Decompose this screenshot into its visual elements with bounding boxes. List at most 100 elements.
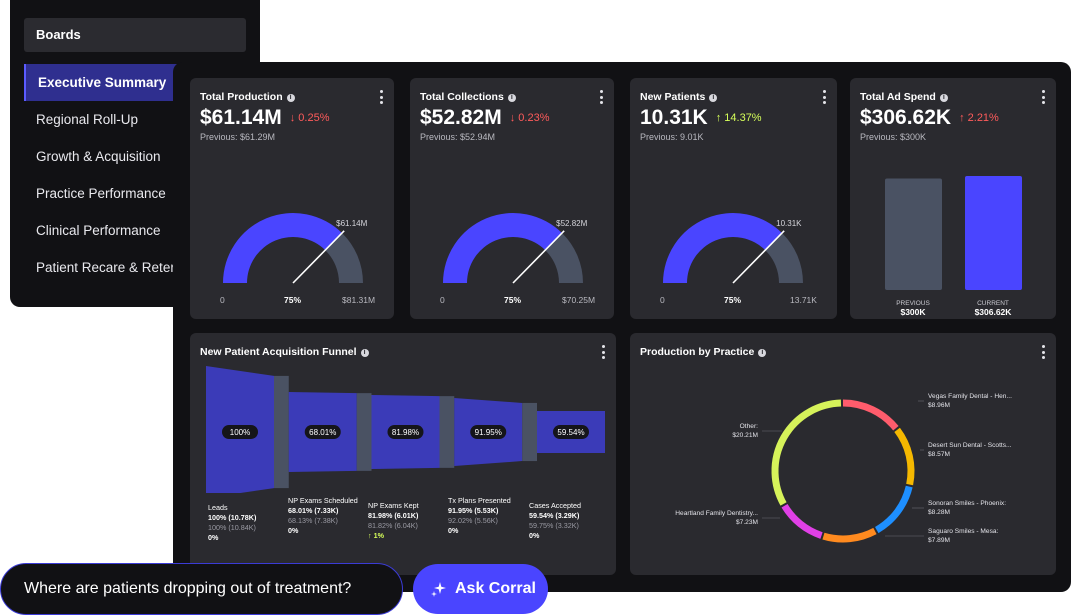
info-icon[interactable]: i <box>758 349 767 357</box>
funnel-stage-change: 0% <box>288 526 299 535</box>
gauge-value-label: $52.82M <box>556 219 587 228</box>
gauge-percent: 75% <box>504 295 522 305</box>
funnel-stage-change: 0% <box>529 531 540 540</box>
donut-slice-value: $8.96M <box>928 402 950 409</box>
kpi-previous: Previous: $61.29M <box>200 132 276 142</box>
kpi-card-total-collections: Total Collections i $52.82M ↓ 0.23% Previo… <box>410 78 614 319</box>
kpi-card-total-ad-spend: Total Ad Spend i $306.62K ↑ 2.21% Previous… <box>850 78 1056 319</box>
gauge-value-label: $61.14M <box>336 219 367 228</box>
funnel-stage-name: Leads <box>208 503 228 512</box>
more-options-icon[interactable] <box>602 345 606 359</box>
bar-previous <box>885 178 942 290</box>
gauge-remaining-arc <box>765 233 803 283</box>
funnel-percent: 68.01% <box>309 428 336 437</box>
gauge-percent: 75% <box>724 295 742 305</box>
kpi-delta: ↑ 2.21% <box>959 112 999 124</box>
gauge-percent: 75% <box>284 295 302 305</box>
gauge-needle <box>292 230 345 284</box>
more-options-icon[interactable] <box>380 90 384 104</box>
gauge-remaining-arc <box>325 233 363 283</box>
funnel-stage-previous: 59.75% (3.32K) <box>529 521 579 530</box>
funnel-stage-name: NP Exams Kept <box>368 501 419 510</box>
funnel-dropoff <box>522 402 537 462</box>
gauge-max: $70.25M <box>562 295 596 305</box>
gauge-value-arc <box>663 213 783 283</box>
funnel-dropoff <box>356 393 372 471</box>
gauge-chart: 10.31K <box>663 213 803 284</box>
ask-input[interactable]: Where are patients dropping out of treat… <box>0 563 403 615</box>
board-item-patient-recare[interactable]: Patient Recare & Retent <box>36 260 182 275</box>
funnel-stage-info: NP Exams Kept 81.98% (6.01K) 81.82% (6.04K… <box>368 501 448 541</box>
donut-slice[interactable] <box>842 399 899 431</box>
funnel-stage-change: 0% <box>448 526 459 535</box>
funnel-stage-info: NP Exams Scheduled 68.01% (7.33K) 68.13% (… <box>288 496 368 536</box>
funnel-percent: 59.54% <box>557 428 584 437</box>
board-item-practice-performance[interactable]: Practice Performance <box>36 186 166 201</box>
donut-slice[interactable] <box>771 399 842 506</box>
board-item-growth-acquisition[interactable]: Growth & Acquisition <box>36 149 161 164</box>
kpi-previous: Previous: $300K <box>860 132 927 142</box>
info-icon[interactable]: i <box>709 94 718 102</box>
kpi-delta: ↑ 14.37% <box>715 112 762 124</box>
donut-slice-value: $7.89M <box>928 537 950 544</box>
funnel-stage-previous: 81.82% (6.04K) <box>368 521 418 530</box>
funnel-stage-previous: 68.13% (7.38K) <box>288 516 338 525</box>
funnel-stage-info: Leads 100% (10.78K) 100% (10.84K) 0% <box>208 503 288 543</box>
more-options-icon[interactable] <box>600 90 604 104</box>
donut-slice[interactable] <box>781 503 823 539</box>
more-options-icon[interactable] <box>1042 345 1046 359</box>
board-item-regional-roll-up[interactable]: Regional Roll-Up <box>36 112 139 127</box>
funnel-stage-current: 100% (10.78K) <box>208 513 257 522</box>
kpi-card-total-production: Total Production i $61.14M ↓ 0.25% Previou… <box>190 78 394 319</box>
funnel-pill <box>553 425 589 439</box>
gauge-remaining-arc <box>545 233 583 283</box>
donut-slice-name: Sonoran Smiles - Phoenix: <box>928 500 1006 507</box>
more-options-icon[interactable] <box>823 90 827 104</box>
donut-slice[interactable] <box>894 427 915 486</box>
card-title: New Patients i <box>640 91 718 103</box>
more-options-icon[interactable] <box>1042 90 1046 104</box>
dashboard: Total Production i $61.14M ↓ 0.25% Previou… <box>173 62 1071 592</box>
card-title: Total Collections i <box>420 91 516 103</box>
ad-spend-bar-chart <box>885 176 1022 290</box>
funnel-dropoff <box>439 396 455 468</box>
info-icon[interactable]: i <box>286 94 295 102</box>
funnel-stage-change: 0% <box>208 533 219 542</box>
donut-slice-value: $20.21M <box>732 432 758 439</box>
kpi-card-new-patients: New Patients i 10.31K ↑ 14.37% Previous: 9… <box>630 78 837 319</box>
funnel-stage-name: Cases Accepted <box>529 501 581 510</box>
gauge-min: 0 <box>220 295 225 305</box>
donut-slice-value: $8.28M <box>928 509 950 516</box>
funnel-percent: 100% <box>230 428 250 437</box>
donut-slice[interactable] <box>822 527 877 543</box>
ask-corral-label: Ask Corral <box>455 580 536 597</box>
card-title: New Patient Acquisition Funnel i <box>200 346 369 358</box>
donut-slice-value: $7.23M <box>736 519 758 526</box>
funnel-stage-name: Tx Plans Presented <box>448 496 511 505</box>
boards-title: Boards <box>24 18 246 52</box>
card-title: Total Ad Spend i <box>860 91 948 103</box>
donut-slice[interactable] <box>874 485 913 534</box>
info-icon[interactable]: i <box>507 94 516 102</box>
funnel-stage-current: 81.98% (6.01K) <box>368 511 419 520</box>
kpi-value: $52.82M ↓ 0.23% <box>420 106 550 129</box>
bar-label-previous: PREVIOUS <box>896 300 930 307</box>
donut-slice-name: Desert Sun Dental - Scotts... <box>928 442 1012 449</box>
info-icon[interactable]: i <box>939 94 948 102</box>
donut-slice-name: Heartland Family Dentistry... <box>675 510 758 517</box>
funnel-pill <box>387 425 424 439</box>
bar-label-current: CURRENT <box>977 300 1009 307</box>
donut-slice-value: $8.57M <box>928 451 950 458</box>
gauge-chart: $52.82M <box>443 213 588 284</box>
gauge-max: $81.31M <box>342 295 376 305</box>
donut-slice-name: Vegas Family Dental - Hen... <box>928 393 1012 400</box>
gauge-max: 13.71K <box>790 295 817 305</box>
info-icon[interactable]: i <box>360 349 369 357</box>
board-item-clinical-performance[interactable]: Clinical Performance <box>36 223 161 238</box>
kpi-delta: ↓ 0.23% <box>509 112 550 124</box>
ask-corral-button[interactable]: Ask Corral <box>413 564 548 614</box>
funnel-stage-name: NP Exams Scheduled <box>288 496 358 505</box>
kpi-value: $61.14M ↓ 0.25% <box>200 106 330 129</box>
card-title: Production by Practice i <box>640 346 767 358</box>
gauge-value-arc <box>223 213 343 283</box>
